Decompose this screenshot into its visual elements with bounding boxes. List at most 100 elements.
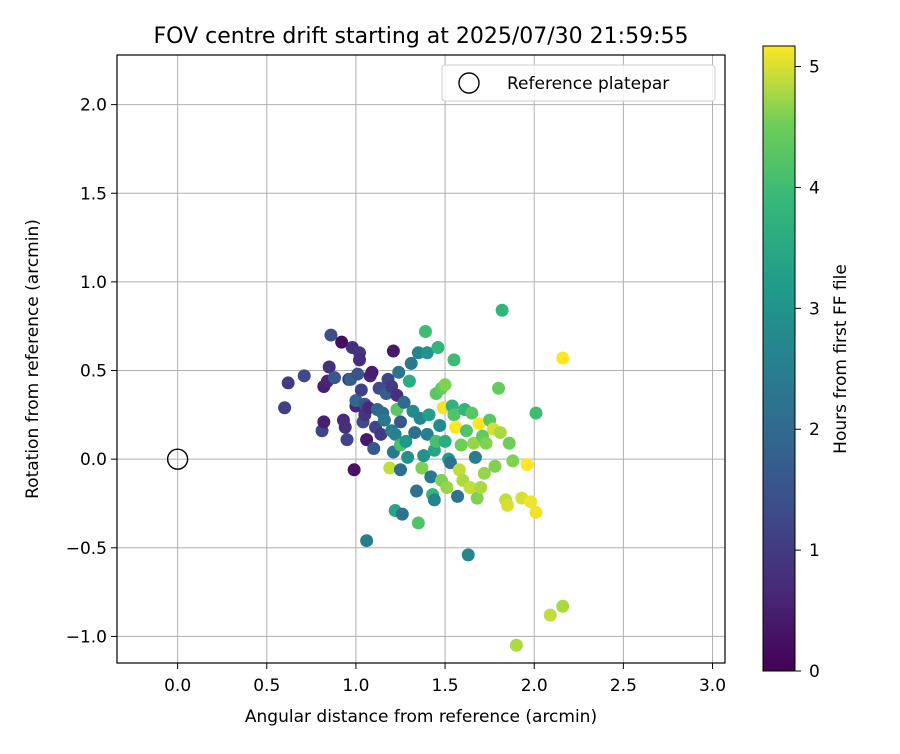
data-point	[493, 426, 507, 440]
y-tick-label: 1.5	[80, 184, 107, 204]
colorbar: 0 1 2 3 4 5 Hours from first FF file	[762, 45, 851, 682]
y-tick-label: −1.0	[66, 627, 107, 647]
data-point	[417, 449, 431, 463]
data-point	[397, 395, 411, 409]
data-point	[465, 406, 479, 420]
data-point	[404, 356, 418, 370]
data-point	[459, 424, 473, 438]
x-tick-label: 0.5	[253, 676, 280, 696]
data-point	[317, 415, 331, 429]
data-point	[335, 335, 349, 349]
data-point	[365, 365, 379, 379]
data-point	[447, 408, 461, 422]
data-point	[463, 481, 477, 495]
data-point	[278, 401, 292, 415]
data-point	[418, 325, 432, 339]
data-point	[427, 493, 441, 507]
x-tick-label: 0.0	[164, 676, 191, 696]
data-point	[415, 461, 429, 475]
data-point	[495, 303, 509, 317]
data-point	[447, 353, 461, 367]
data-point	[386, 344, 400, 358]
data-point	[472, 417, 486, 431]
data-point	[502, 436, 516, 450]
data-point	[509, 638, 523, 652]
grid	[117, 55, 725, 663]
y-tick-label: −0.5	[66, 539, 107, 559]
data-point	[424, 470, 438, 484]
colorbar-tick-label: 2	[809, 420, 820, 440]
data-point	[433, 418, 447, 432]
y-tick-label: 1.0	[80, 273, 107, 293]
data-point	[467, 436, 481, 450]
data-point	[401, 450, 415, 464]
data-point	[422, 408, 436, 422]
x-tick-label: 1.0	[342, 676, 369, 696]
legend: Reference platepar	[441, 64, 716, 102]
data-point	[529, 406, 543, 420]
data-point	[322, 360, 336, 374]
colorbar-tick-label: 4	[809, 178, 820, 198]
data-point	[340, 433, 354, 447]
data-point	[399, 434, 413, 448]
data-point	[468, 450, 482, 464]
legend-label: Reference platepar	[507, 74, 669, 94]
data-point	[438, 378, 452, 392]
data-point	[477, 466, 491, 480]
data-point	[411, 346, 425, 360]
x-tick-label: 2.0	[521, 676, 548, 696]
colorbar-tick-label: 0	[809, 662, 820, 682]
data-point	[338, 420, 352, 434]
data-point	[352, 353, 366, 367]
x-tick-label: 1.5	[432, 676, 459, 696]
data-point	[354, 383, 368, 397]
data-point	[543, 608, 557, 622]
data-point	[452, 463, 466, 477]
data-point	[431, 340, 445, 354]
data-point	[506, 454, 520, 468]
data-point	[367, 442, 381, 456]
data-point	[388, 427, 402, 441]
data-point	[449, 420, 463, 434]
data-point	[429, 434, 443, 448]
data-point	[410, 484, 424, 498]
data-point	[488, 459, 502, 473]
data-point	[470, 491, 484, 505]
data-point	[395, 507, 409, 521]
colorbar-tick-label: 5	[809, 58, 820, 78]
data-point	[474, 481, 488, 495]
data-point	[454, 438, 468, 452]
scatter-series	[278, 303, 570, 652]
x-axis-label: Angular distance from reference (arcmin)	[245, 707, 597, 727]
legend-marker-icon	[458, 72, 480, 94]
data-point	[420, 346, 434, 360]
data-point	[556, 351, 570, 365]
data-point	[392, 365, 406, 379]
data-point	[524, 495, 538, 509]
data-point	[492, 381, 506, 395]
plot-frame	[116, 54, 726, 664]
data-point	[556, 599, 570, 613]
y-tick-label: 0.5	[80, 362, 107, 382]
data-point	[529, 505, 543, 519]
chart-title: FOV centre drift starting at 2025/07/30 …	[154, 24, 689, 49]
data-point	[393, 463, 407, 477]
colorbar-tick-label: 3	[809, 299, 820, 319]
data-point	[440, 481, 454, 495]
y-axis: −1.0 −0.5 0.0 0.5 1.0 1.5 2.0	[66, 96, 117, 647]
data-point	[347, 463, 361, 477]
data-point	[461, 548, 475, 562]
data-point	[360, 433, 374, 447]
y-tick-label: 2.0	[80, 96, 107, 116]
data-point	[408, 426, 422, 440]
data-point	[351, 367, 365, 381]
data-point	[443, 456, 457, 470]
colorbar-gradient	[762, 45, 796, 672]
x-tick-label: 3.0	[699, 676, 726, 696]
data-point	[328, 371, 342, 385]
data-point	[393, 415, 407, 429]
colorbar-ticks: 0 1 2 3 4 5	[795, 58, 820, 682]
colorbar-label: Hours from first FF file	[831, 264, 851, 454]
data-point	[383, 461, 397, 475]
colorbar-tick-label: 1	[809, 541, 820, 561]
